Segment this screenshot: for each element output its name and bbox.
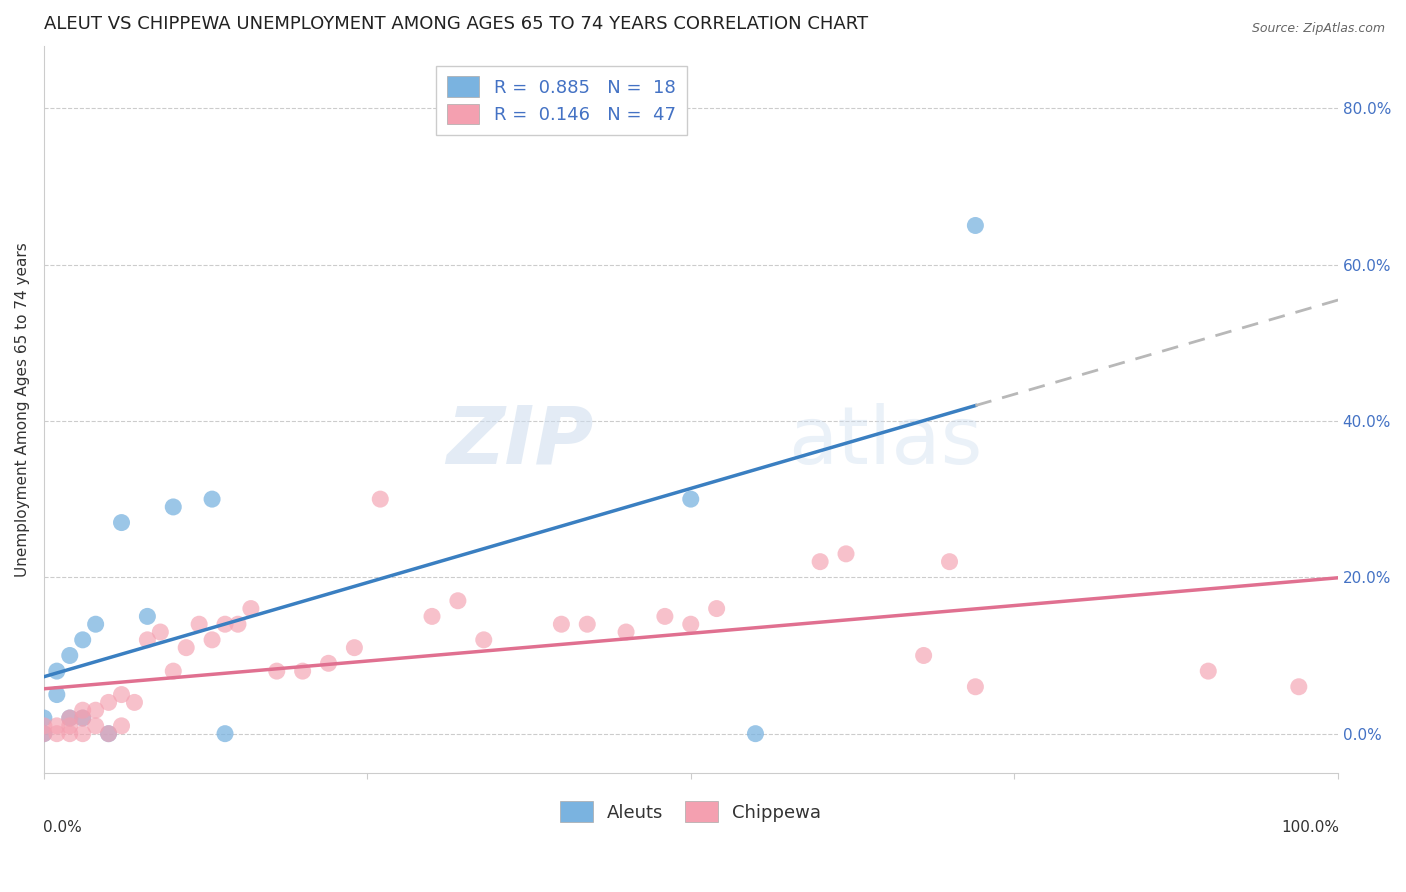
Point bbox=[174, 640, 197, 655]
Point bbox=[136, 632, 159, 647]
Point bbox=[59, 711, 82, 725]
Point bbox=[59, 711, 82, 725]
Point bbox=[45, 719, 67, 733]
Point bbox=[706, 601, 728, 615]
Text: 100.0%: 100.0% bbox=[1281, 820, 1339, 835]
Point bbox=[318, 657, 340, 671]
Point bbox=[266, 664, 288, 678]
Point bbox=[744, 726, 766, 740]
Point bbox=[214, 726, 236, 740]
Point bbox=[472, 632, 495, 647]
Point bbox=[149, 625, 172, 640]
Point bbox=[72, 711, 94, 725]
Y-axis label: Unemployment Among Ages 65 to 74 years: Unemployment Among Ages 65 to 74 years bbox=[15, 242, 30, 576]
Point bbox=[654, 609, 676, 624]
Point bbox=[1197, 664, 1219, 678]
Point bbox=[679, 617, 702, 632]
Legend: Aleuts, Chippewa: Aleuts, Chippewa bbox=[553, 794, 828, 830]
Point bbox=[59, 726, 82, 740]
Point bbox=[136, 609, 159, 624]
Point bbox=[447, 593, 470, 607]
Point bbox=[72, 711, 94, 725]
Point bbox=[291, 664, 314, 678]
Point bbox=[45, 726, 67, 740]
Point bbox=[550, 617, 572, 632]
Point bbox=[97, 726, 120, 740]
Point bbox=[343, 640, 366, 655]
Point bbox=[201, 492, 224, 507]
Point bbox=[84, 617, 107, 632]
Point bbox=[679, 492, 702, 507]
Point bbox=[72, 703, 94, 717]
Point bbox=[84, 703, 107, 717]
Point bbox=[110, 516, 132, 530]
Point bbox=[368, 492, 391, 507]
Point bbox=[214, 617, 236, 632]
Point bbox=[72, 632, 94, 647]
Point bbox=[912, 648, 935, 663]
Point bbox=[576, 617, 599, 632]
Point bbox=[162, 664, 184, 678]
Point bbox=[110, 719, 132, 733]
Text: ALEUT VS CHIPPEWA UNEMPLOYMENT AMONG AGES 65 TO 74 YEARS CORRELATION CHART: ALEUT VS CHIPPEWA UNEMPLOYMENT AMONG AGE… bbox=[44, 15, 868, 33]
Point bbox=[188, 617, 211, 632]
Point bbox=[32, 711, 55, 725]
Point bbox=[32, 719, 55, 733]
Point bbox=[59, 719, 82, 733]
Point bbox=[97, 726, 120, 740]
Point bbox=[162, 500, 184, 514]
Text: atlas: atlas bbox=[787, 403, 983, 481]
Text: ZIP: ZIP bbox=[446, 403, 593, 481]
Point bbox=[97, 695, 120, 709]
Point bbox=[938, 555, 960, 569]
Point bbox=[420, 609, 443, 624]
Point bbox=[59, 648, 82, 663]
Point bbox=[239, 601, 262, 615]
Point bbox=[226, 617, 249, 632]
Point bbox=[32, 726, 55, 740]
Point bbox=[32, 726, 55, 740]
Point bbox=[45, 664, 67, 678]
Point bbox=[201, 632, 224, 647]
Text: 0.0%: 0.0% bbox=[42, 820, 82, 835]
Point bbox=[808, 555, 831, 569]
Point bbox=[124, 695, 146, 709]
Point bbox=[614, 625, 637, 640]
Point bbox=[965, 680, 987, 694]
Point bbox=[84, 719, 107, 733]
Point bbox=[1288, 680, 1310, 694]
Text: Source: ZipAtlas.com: Source: ZipAtlas.com bbox=[1251, 22, 1385, 36]
Point bbox=[965, 219, 987, 233]
Point bbox=[72, 726, 94, 740]
Point bbox=[835, 547, 858, 561]
Point bbox=[110, 688, 132, 702]
Point bbox=[45, 688, 67, 702]
